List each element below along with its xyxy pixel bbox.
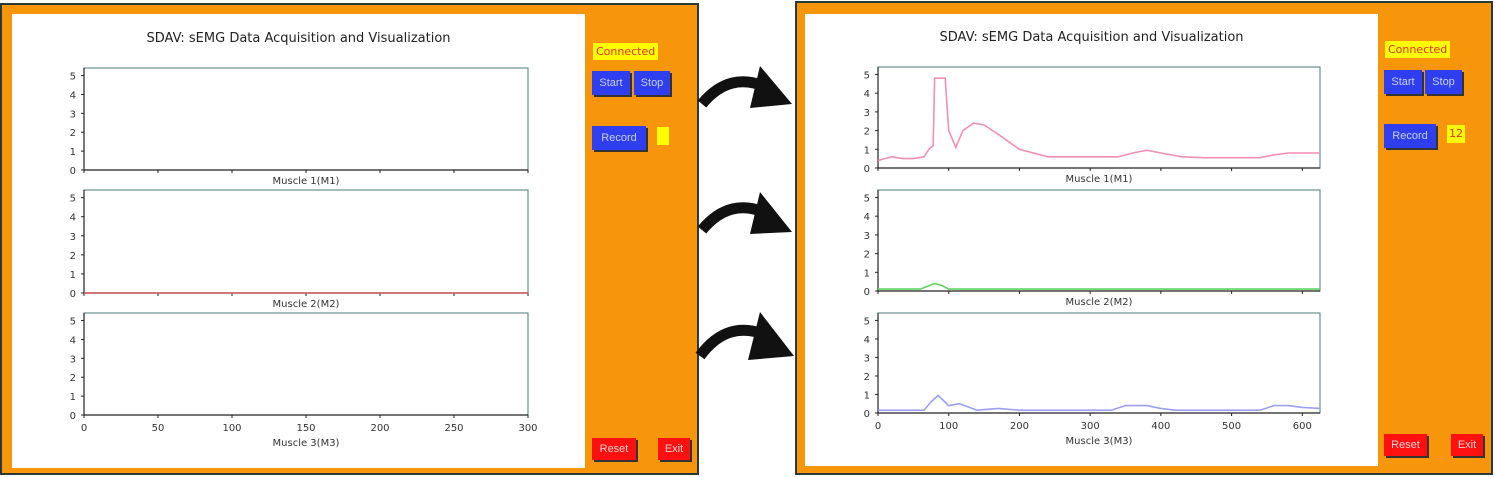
y-tick-label: 0 <box>70 411 76 422</box>
x-tick-label: 300 <box>518 423 537 434</box>
x-tick-label: 400 <box>1151 421 1170 432</box>
y-tick-label: 5 <box>864 193 870 204</box>
y-tick-label: 5 <box>70 317 76 328</box>
y-tick-label: 2 <box>70 128 76 139</box>
x-tick-label: 250 <box>444 423 463 434</box>
y-tick-label: 4 <box>864 212 870 223</box>
x-tick-label: 0 <box>875 421 881 432</box>
y-tick-label: 1 <box>70 147 76 158</box>
x-tick-label: 50 <box>152 423 165 434</box>
y-tick-label: 3 <box>70 232 76 243</box>
y-tick-label: 3 <box>864 353 870 364</box>
exit-button[interactable]: Exit <box>658 438 690 460</box>
y-tick-label: 4 <box>70 213 76 224</box>
y-tick-label: 2 <box>70 251 76 262</box>
y-tick-label: 0 <box>70 166 76 177</box>
stop-button[interactable]: Stop <box>1425 70 1462 94</box>
x-tick-label: 500 <box>1222 421 1241 432</box>
y-tick-label: 4 <box>864 89 870 100</box>
y-tick-label: 1 <box>70 270 76 281</box>
start-button[interactable]: Start <box>592 71 630 95</box>
app-title: SDAV: sEMG Data Acquisition and Visualiz… <box>146 31 451 46</box>
arrow-icon <box>697 192 792 234</box>
plot-frame <box>877 66 1321 169</box>
app-window-running: SDAV: sEMG Data Acquisition and Visualiz… <box>795 1 1493 475</box>
reset-button[interactable]: Reset <box>1384 434 1427 456</box>
arrow-icon <box>695 312 794 360</box>
plot-frame <box>877 189 1321 292</box>
series-line-m2 <box>878 282 1320 290</box>
x-axis-label: Muscle 1(M1) <box>273 176 340 187</box>
plot-frame <box>83 67 529 171</box>
x-axis-label: Muscle 3(M3) <box>1066 436 1133 447</box>
exit-button[interactable]: Exit <box>1451 434 1483 456</box>
y-tick-label: 2 <box>864 127 870 138</box>
y-tick-label: 4 <box>70 90 76 101</box>
y-tick-label: 3 <box>864 231 870 242</box>
y-tick-label: 3 <box>70 109 76 120</box>
app-window-idle: SDAV: sEMG Data Acquisition and Visualiz… <box>0 3 699 475</box>
x-axis-label: Muscle 2(M2) <box>273 299 340 310</box>
plot-canvas: SDAV: sEMG Data Acquisition and Visualiz… <box>805 14 1378 466</box>
y-tick-label: 2 <box>70 373 76 384</box>
y-tick-label: 2 <box>864 372 870 383</box>
y-tick-label: 3 <box>70 354 76 365</box>
x-tick-label: 600 <box>1293 421 1312 432</box>
y-tick-label: 5 <box>70 72 76 83</box>
record-count: 12 <box>1447 125 1465 143</box>
y-tick-label: 2 <box>864 250 870 261</box>
transition-arrows <box>695 66 794 360</box>
plot-canvas: SDAV: sEMG Data Acquisition and Visualiz… <box>12 14 585 468</box>
y-tick-label: 1 <box>864 390 870 401</box>
record-button[interactable]: Record <box>1384 124 1436 148</box>
series-line-m1 <box>877 77 1320 162</box>
y-tick-label: 1 <box>864 145 870 156</box>
record-button[interactable]: Record <box>592 126 646 150</box>
series-line-m3 <box>878 394 1321 412</box>
y-tick-label: 0 <box>864 409 870 420</box>
plot-frame <box>83 189 529 294</box>
x-tick-label: 100 <box>939 421 958 432</box>
arrow-icon <box>697 66 792 108</box>
x-axis-label: Muscle 1(M1) <box>1066 174 1133 185</box>
x-tick-label: 100 <box>222 423 241 434</box>
connection-status: Connected <box>593 43 659 60</box>
y-tick-label: 1 <box>864 268 870 279</box>
x-axis-label: Muscle 2(M2) <box>1066 297 1133 308</box>
x-tick-label: 300 <box>1081 421 1100 432</box>
start-button[interactable]: Start <box>1384 70 1422 94</box>
y-tick-label: 4 <box>70 335 76 346</box>
y-tick-label: 0 <box>70 289 76 300</box>
app-title: SDAV: sEMG Data Acquisition and Visualiz… <box>939 30 1244 45</box>
y-tick-label: 5 <box>70 194 76 205</box>
stop-button[interactable]: Stop <box>634 71 670 95</box>
x-axis-label: Muscle 3(M3) <box>273 438 340 449</box>
x-tick-label: 200 <box>370 423 389 434</box>
y-tick-label: 5 <box>864 70 870 81</box>
x-tick-label: 200 <box>1010 421 1029 432</box>
record-count <box>657 127 669 145</box>
plot-frame <box>877 312 1321 414</box>
plot-frame <box>83 312 529 416</box>
y-tick-label: 0 <box>864 287 870 298</box>
y-tick-label: 5 <box>864 316 870 327</box>
x-tick-label: 0 <box>81 423 87 434</box>
y-tick-label: 3 <box>864 108 870 119</box>
y-tick-label: 1 <box>70 392 76 403</box>
y-tick-label: 4 <box>864 335 870 346</box>
connection-status: Connected <box>1385 41 1451 58</box>
reset-button[interactable]: Reset <box>592 438 636 460</box>
x-tick-label: 150 <box>296 423 315 434</box>
y-tick-label: 0 <box>864 164 870 175</box>
